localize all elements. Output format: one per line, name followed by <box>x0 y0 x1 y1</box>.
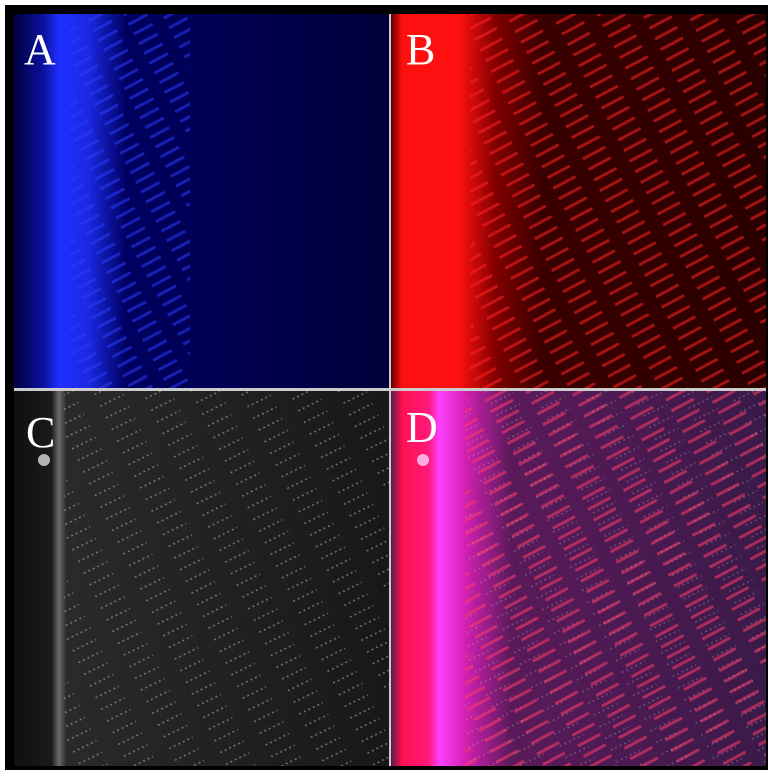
panel-label: A <box>24 25 56 74</box>
panel-label: B <box>406 25 435 74</box>
panel-label: C <box>26 408 55 457</box>
panel-d: D <box>391 391 766 766</box>
panel-a: A <box>14 14 389 388</box>
panel-label: D <box>406 403 438 452</box>
panel-c: C <box>14 391 389 766</box>
panel-b: B <box>391 14 766 388</box>
